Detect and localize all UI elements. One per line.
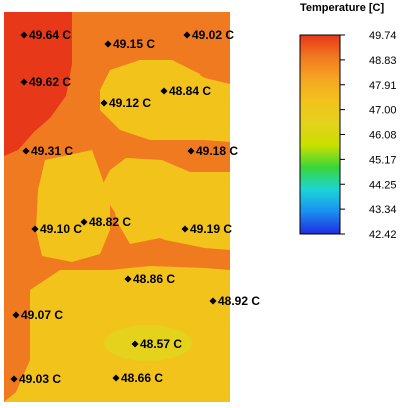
measurement-point: 49.18 C	[187, 144, 238, 158]
point-label: 48.82 C	[89, 215, 131, 229]
point-marker	[22, 147, 30, 155]
point-marker	[160, 87, 168, 95]
legend-tick-label: 48.83	[369, 55, 397, 67]
measurement-point: 49.62 C	[20, 75, 71, 89]
point-label: 49.18 C	[196, 144, 238, 158]
red-zone	[4, 12, 72, 156]
legend-tick-label: 44.25	[369, 179, 397, 191]
legend: Temperature [C] 49.74 48.83 47.91 47.00 46.0…	[299, 2, 397, 241]
cool-pocket	[104, 325, 192, 361]
legend-tick-label: 47.00	[369, 105, 397, 117]
legend-ticks: 49.74 48.83 47.91 47.00 46.08 45.17 44.25 43.34…	[340, 30, 397, 241]
legend-tick-label: 45.17	[369, 154, 397, 166]
measurement-point: 49.19 C	[181, 222, 232, 236]
point-label: 49.62 C	[29, 75, 71, 89]
point-label: 49.31 C	[31, 144, 73, 158]
yellow-pocket-left	[36, 150, 110, 262]
measurement-point: 49.15 C	[104, 37, 155, 51]
legend-tick-label: 46.08	[369, 130, 397, 142]
legend-tick-label: 47.91	[369, 80, 397, 92]
measurement-point: 48.57 C	[131, 337, 182, 351]
measurement-point: 49.31 C	[22, 144, 73, 158]
orange-zone-lower-left	[4, 320, 30, 402]
point-marker	[131, 340, 139, 348]
heatmap-area	[4, 12, 230, 402]
point-marker	[183, 31, 191, 39]
point-label: 49.64 C	[29, 28, 71, 42]
yellow-pocket-upper	[100, 60, 205, 136]
point-marker	[209, 297, 217, 305]
point-label: 49.15 C	[113, 37, 155, 51]
measurement-point: 48.66 C	[112, 371, 163, 385]
measurement-point: 48.82 C	[80, 215, 131, 229]
point-marker	[100, 99, 108, 107]
legend-tick-label: 49.74	[369, 30, 397, 42]
measurement-point: 49.02 C	[183, 28, 234, 42]
point-label: 49.03 C	[19, 372, 61, 386]
point-marker	[80, 218, 88, 226]
color-scale-bar	[299, 34, 341, 235]
measurement-point: 49.07 C	[12, 308, 63, 322]
measurement-point: 49.64 C	[20, 28, 71, 42]
yellow-pocket-center	[112, 160, 166, 244]
point-label: 49.19 C	[190, 222, 232, 236]
point-label: 49.10 C	[40, 222, 82, 236]
point-marker	[124, 275, 132, 283]
point-label: 49.07 C	[21, 308, 63, 322]
point-label: 48.92 C	[218, 294, 260, 308]
legend-tick-label: 43.34	[369, 204, 397, 216]
measurement-point: 48.84 C	[160, 84, 211, 98]
measurement-point: 48.92 C	[209, 294, 260, 308]
measurement-point: 49.12 C	[100, 96, 151, 110]
point-marker	[31, 225, 39, 233]
point-label: 49.02 C	[192, 28, 234, 42]
point-label: 48.66 C	[121, 371, 163, 385]
legend-tick-label: 42.42	[369, 229, 397, 241]
point-marker	[10, 375, 18, 383]
point-marker	[187, 147, 195, 155]
point-marker	[112, 374, 120, 382]
point-label: 48.86 C	[133, 272, 175, 286]
point-label: 48.57 C	[140, 337, 182, 351]
measurement-points: 49.64 C 49.15 C 49.02 C 49.62 C 48.84 C 49.12…	[10, 28, 260, 386]
measurement-point: 49.03 C	[10, 372, 61, 386]
point-label: 48.84 C	[169, 84, 211, 98]
point-marker	[181, 225, 189, 233]
legend-title: Temperature [C]	[300, 2, 384, 14]
measurement-point: 49.10 C	[31, 222, 82, 236]
measurement-point: 48.86 C	[124, 272, 175, 286]
point-marker	[12, 311, 20, 319]
point-label: 49.12 C	[109, 96, 151, 110]
